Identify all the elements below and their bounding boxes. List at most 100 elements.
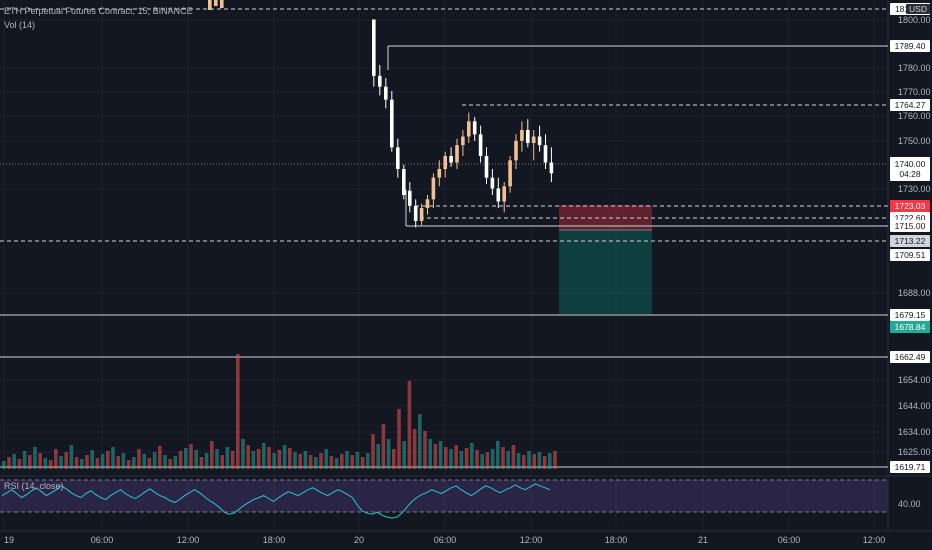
volume-bar	[189, 444, 193, 469]
volume-bar	[360, 457, 365, 469]
volume-label[interactable]: Vol (14)	[4, 20, 35, 30]
candle-body	[461, 136, 465, 146]
volume-bar	[272, 453, 276, 469]
price-level-tag	[890, 235, 930, 247]
volume-bar	[490, 449, 495, 469]
volume-layer	[2, 354, 557, 469]
volume-bar	[470, 443, 474, 469]
volume-bar	[537, 452, 542, 469]
candle-body	[467, 121, 471, 137]
rsi-line	[1, 483, 551, 519]
volume-bar	[236, 354, 240, 469]
volume-bar	[106, 451, 110, 469]
volume-bar	[215, 449, 219, 469]
volume-bar	[142, 454, 146, 469]
volume-bar	[516, 453, 521, 469]
price-tick-label: 1770.00	[898, 87, 931, 97]
volume-bar	[220, 455, 224, 469]
candles-layer	[208, 0, 554, 228]
volume-bar	[137, 449, 141, 469]
volume-bar	[418, 414, 422, 469]
time-tick-label: 20	[354, 535, 364, 545]
volume-bar	[100, 454, 105, 469]
candle-body	[443, 156, 447, 169]
currency-badge-box	[906, 4, 930, 14]
volume-bar	[184, 448, 188, 469]
volume-bar	[459, 451, 464, 469]
volume-bar	[85, 455, 89, 469]
volume-bar	[38, 453, 42, 469]
candle-body	[425, 199, 430, 208]
volume-bar	[386, 439, 391, 469]
volume-bar	[428, 439, 432, 469]
price-tick-label: 1750.00	[898, 136, 931, 146]
price-level-label: 1678.84	[895, 322, 926, 332]
volume-bar	[178, 451, 183, 469]
currency-badge-label: USD	[909, 4, 927, 14]
candle-body	[384, 86, 388, 100]
candle-body	[537, 136, 542, 146]
price-tick-label: 1634.00	[898, 427, 931, 437]
volume-bar	[152, 452, 157, 469]
volume-bar	[444, 447, 448, 469]
levels-layer[interactable]	[0, 8, 888, 468]
volume-bar	[111, 447, 115, 469]
candle-body	[378, 75, 382, 87]
symbol-title[interactable]: ETH Perpetual Futures Contract, 15, BINA…	[4, 6, 193, 16]
price-level-label: 1789.40	[895, 41, 926, 51]
volume-bar	[553, 451, 557, 469]
volume-bar	[48, 460, 53, 469]
candle-body	[531, 136, 536, 143]
volume-bar	[345, 451, 349, 469]
candle-body	[372, 19, 376, 76]
volume-bar	[475, 450, 479, 469]
candle-body	[502, 186, 506, 202]
volume-bar	[376, 444, 380, 469]
volume-bar	[95, 458, 100, 469]
price-tick-label: 1760.00	[898, 111, 931, 121]
volume-bar	[126, 460, 131, 469]
candle-body	[520, 130, 524, 141]
candle-body	[478, 134, 483, 156]
candle-body	[449, 156, 453, 163]
volume-bar	[132, 457, 136, 469]
volume-bar	[158, 446, 162, 469]
volume-bar	[350, 455, 354, 469]
volume-bar	[454, 445, 458, 469]
time-tick-label: 06:00	[778, 535, 801, 545]
rsi-label[interactable]: RSI (14, close)	[4, 481, 64, 491]
volume-bar	[262, 443, 266, 469]
candle-body	[472, 121, 477, 135]
price-tick-label: 1730.00	[898, 184, 931, 194]
volume-bar	[371, 434, 375, 469]
position-layer[interactable]	[559, 205, 652, 314]
volume-bar	[324, 449, 328, 469]
volume-bar	[314, 457, 318, 469]
rsi-layer	[1, 483, 551, 519]
candle-body	[419, 208, 424, 221]
volume-bar	[532, 454, 536, 469]
candle-body	[514, 140, 518, 161]
rsi-tick-label: 40.00	[898, 499, 921, 509]
volume-bar	[334, 458, 339, 469]
volume-bar	[464, 448, 469, 469]
time-tick-label: 18:00	[263, 535, 286, 545]
volume-bar	[12, 454, 16, 469]
volume-bar	[2, 461, 6, 469]
price-level-label: 1723.03	[895, 201, 926, 211]
current-price-tag	[890, 157, 930, 181]
volume-bar	[485, 452, 490, 469]
volume-bar	[340, 454, 344, 469]
time-tick-label: 12:00	[863, 535, 886, 545]
volume-bar	[329, 456, 334, 469]
volume-bar	[74, 457, 79, 469]
volume-bar	[449, 449, 453, 469]
price-tick-label: 1780.00	[898, 63, 931, 73]
candle-body	[408, 190, 412, 206]
price-tick-label: 1800.00	[898, 15, 931, 25]
volume-bar	[43, 458, 48, 469]
price-level-label: 1713.22	[895, 236, 926, 246]
volume-bar	[147, 458, 152, 469]
